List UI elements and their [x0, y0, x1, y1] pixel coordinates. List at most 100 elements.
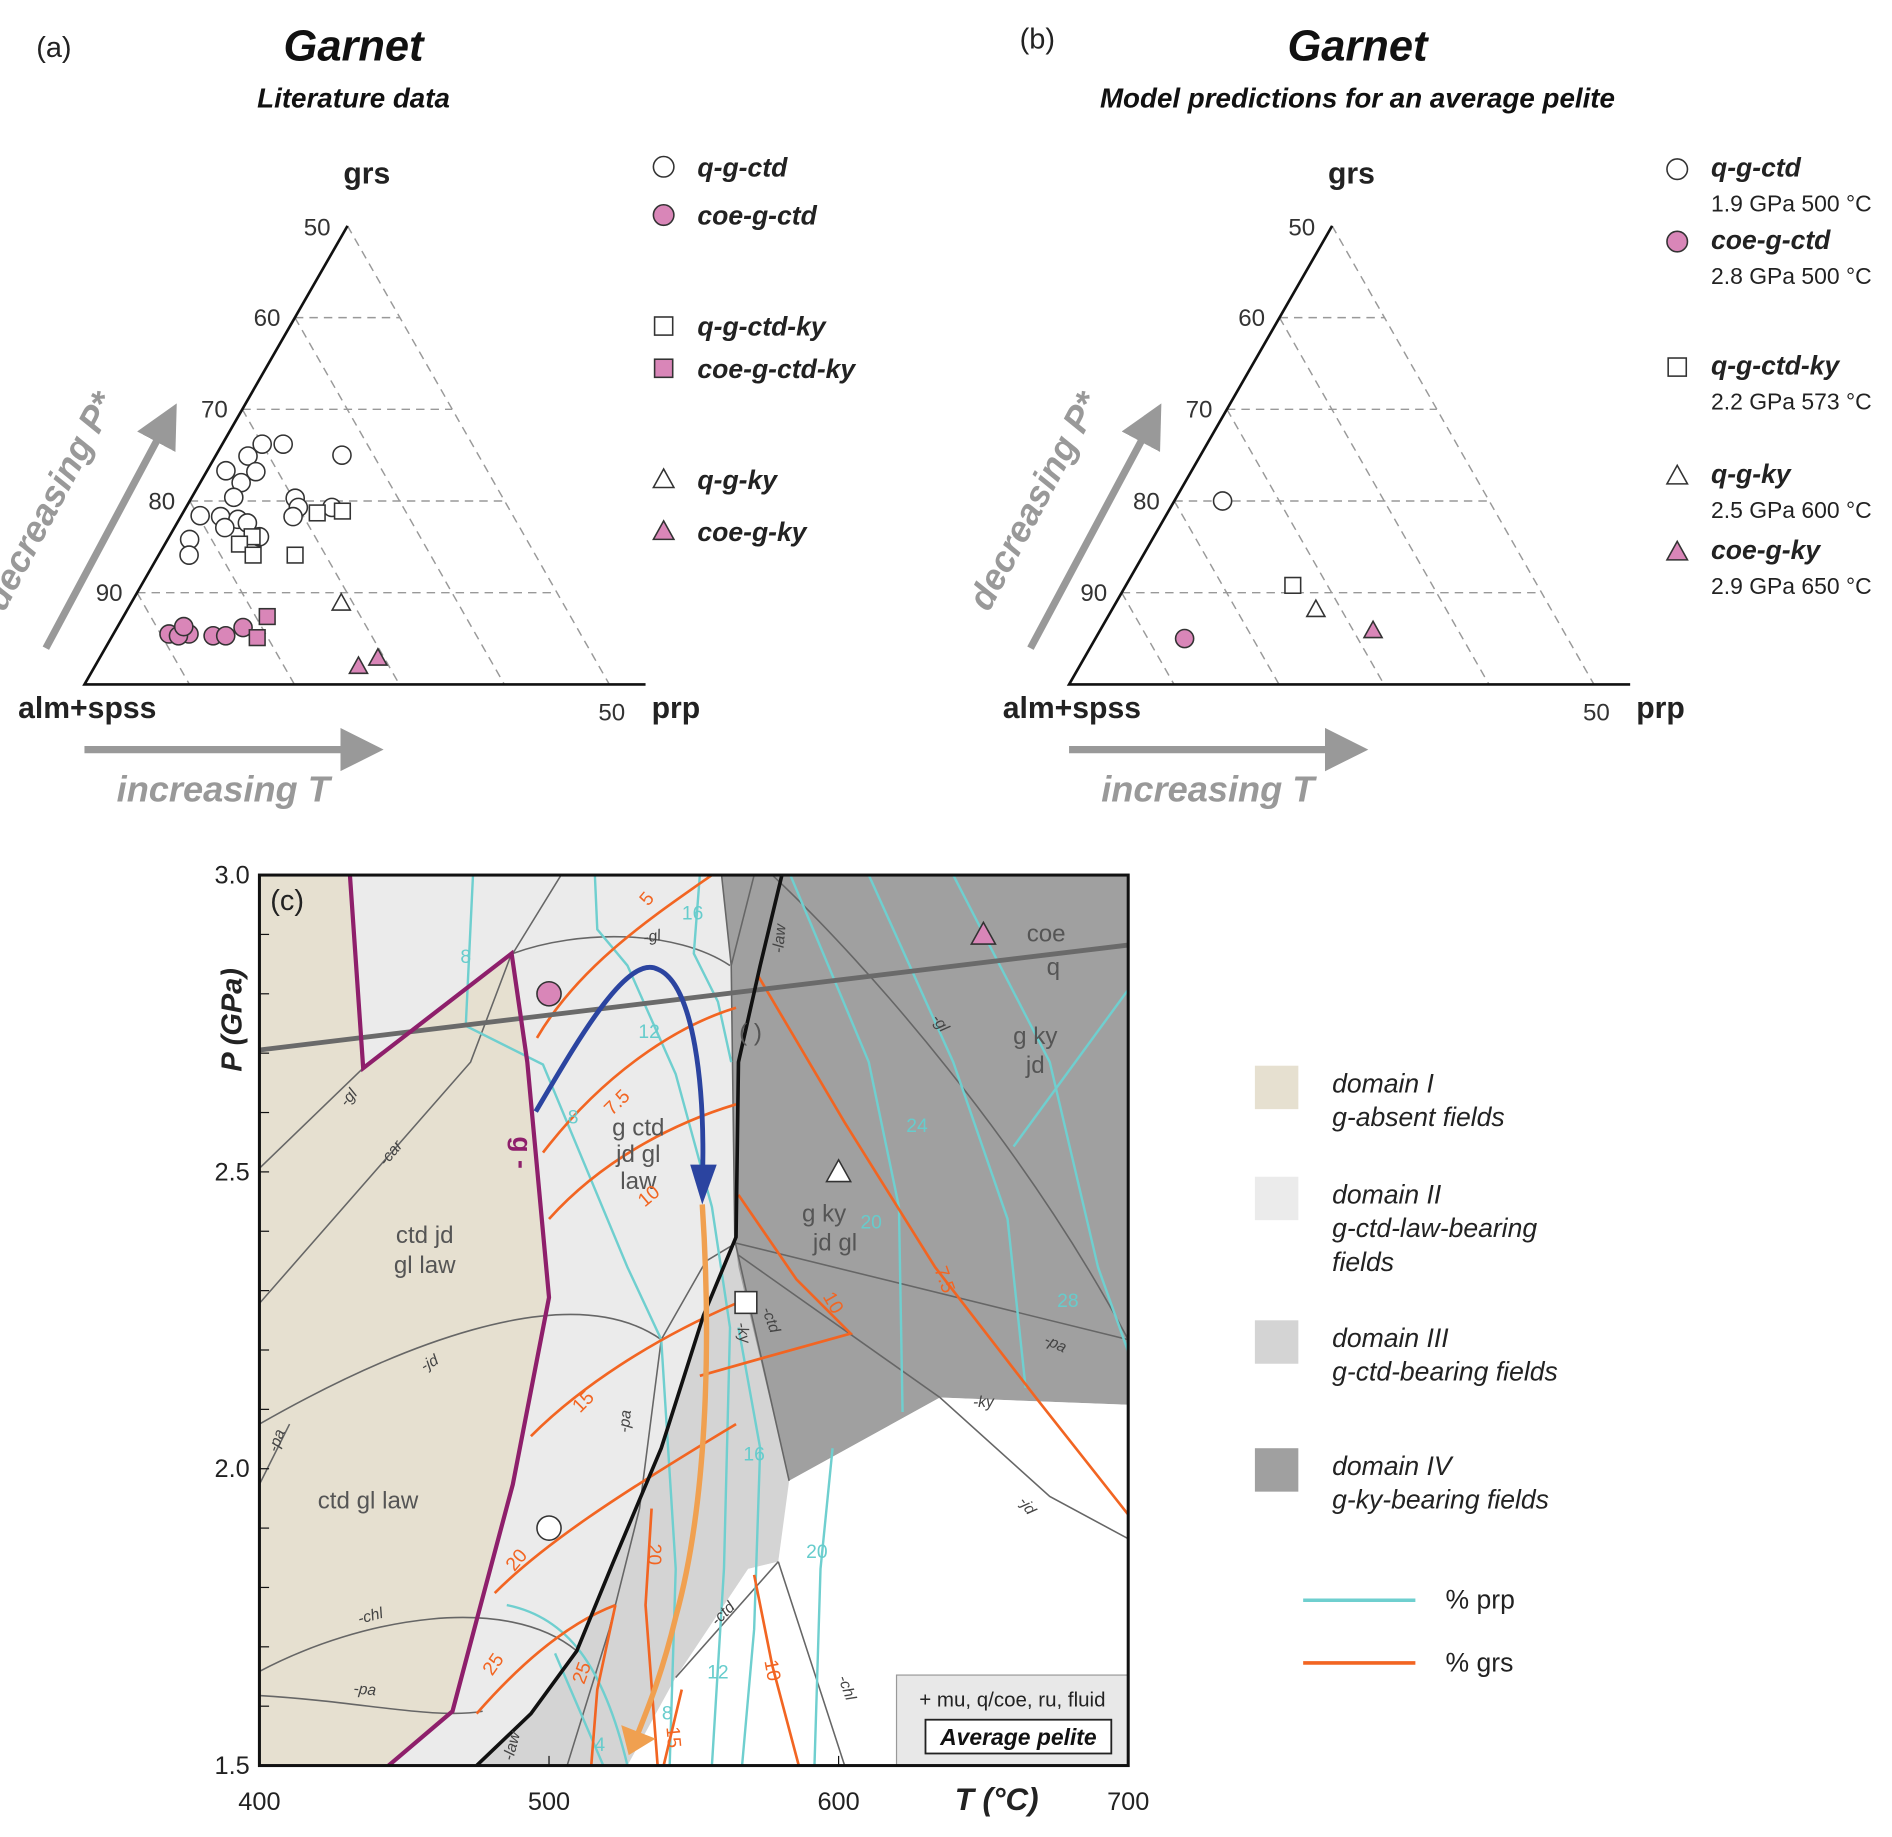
field-label: g ky — [802, 1200, 847, 1227]
grs-isopleths — [475, 875, 1129, 1766]
legend-condition: 2.2 GPa 573 °C — [1711, 388, 1872, 414]
panel-b-subtitle: Model predictions for an average pelite — [1100, 83, 1615, 114]
domain-swatch — [1254, 1176, 1299, 1221]
grs-isopleth-label: 15 — [661, 1726, 684, 1749]
apex-tick: 50 — [304, 215, 331, 242]
data-point-coe-g-ctd — [1174, 628, 1195, 649]
legend-marker-q-g-ky — [652, 467, 676, 489]
panel-c-label: (c) — [270, 885, 304, 917]
panel-b-label: (b) — [1020, 24, 1055, 56]
data-point-coe-g-ctd — [215, 625, 236, 646]
bulk-label-box — [924, 1718, 1113, 1755]
legend-label: q-g-ctd-ky — [697, 312, 826, 342]
data-point-q-g-ctd — [1212, 491, 1233, 511]
prp-isopleth-label: 28 — [1057, 1291, 1078, 1312]
data-point-coe-g-ctd — [233, 617, 253, 638]
left-tick: 90 — [96, 580, 123, 607]
panel-b-title: Garnet — [1287, 23, 1428, 71]
pt-marker-coe-g-ctd — [536, 980, 562, 1007]
plot-frame — [257, 873, 1130, 1768]
apex-label-grs: grs — [343, 158, 390, 191]
pt-markers — [536, 920, 997, 1541]
data-point-q-g-ctd — [283, 506, 303, 527]
left-tick: 90 — [1080, 580, 1107, 607]
legend-label: coe-g-ctd — [1711, 225, 1831, 255]
legend-condition: 2.9 GPa 650 °C — [1711, 573, 1872, 599]
apex-tick: 50 — [1288, 215, 1315, 242]
prp-isopleth-label: 8 — [568, 1108, 579, 1129]
panel-a-title: Garnet — [284, 23, 425, 71]
x-axis-label: T (°C) — [955, 1782, 1039, 1817]
domain-name: domain I — [1332, 1068, 1434, 1098]
y-tick-label: 2.0 — [215, 1455, 250, 1483]
grid-line — [189, 500, 296, 685]
legend-marker-coe-g-ky — [1665, 539, 1689, 561]
domain-swatch — [1254, 1448, 1299, 1492]
prp-isopleth-label: 8 — [460, 947, 471, 968]
domain-description: g-absent fields — [1332, 1102, 1505, 1132]
increasing-t-label: increasing T — [1101, 768, 1317, 809]
garnet-in-line — [347, 875, 552, 1766]
reaction-label: -law — [770, 922, 790, 954]
data-point-q-g-ky — [330, 592, 352, 611]
legend-label: coe-g-ctd — [697, 201, 817, 231]
data-point-coe-g-ctd-ky — [258, 607, 276, 626]
left-tick: 70 — [1186, 397, 1213, 424]
axes-c: 400 500 600 700 1.5 2.0 2.5 3.0 — [215, 862, 1150, 1817]
pt-marker-q-g-ctd-ky — [734, 1290, 758, 1315]
prp-isopleths — [464, 875, 1129, 1766]
panel-b: (b) Garnet Model predictions for an aver… — [960, 23, 1872, 810]
field-label: coe — [1027, 920, 1066, 947]
data-point-q-g-ctd — [179, 545, 199, 565]
pt-marker-q-g-ctd — [536, 1515, 562, 1541]
x-tick-label: 400 — [238, 1788, 280, 1816]
white-region — [627, 1397, 1129, 1766]
grid-line — [1278, 317, 1490, 685]
decreasing-p-arrow — [1027, 403, 1162, 650]
reaction-label: -chl — [356, 1605, 385, 1628]
legend-label: coe-g-ctd-ky — [697, 354, 856, 384]
garnet-in-label: g - — [507, 1136, 537, 1168]
field-label: jd — [1025, 1052, 1045, 1079]
reaction-label: -pa — [353, 1680, 377, 1699]
left-tick: 60 — [1238, 305, 1265, 332]
legend-b: q-g-ctd 1.9 GPa 500 °C coe-g-ctd 2.8 GPa 50… — [1665, 152, 1872, 599]
field-label: ctd gl law — [318, 1488, 419, 1515]
y-tick-label: 3.0 — [215, 862, 250, 890]
domain-name: domain II — [1332, 1179, 1442, 1209]
grs-isopleth-label: 20 — [643, 1544, 664, 1565]
reaction-label: -pa — [265, 1427, 289, 1454]
panel-a-label: (a) — [36, 32, 71, 64]
data-point-q-g-ctd-ky — [244, 546, 262, 564]
prp-isopleth-label: 8 — [662, 1704, 673, 1725]
grs-legend-label: % grs — [1446, 1647, 1514, 1677]
reaction-lines — [259, 875, 1129, 1766]
data-point-q-g-ctd-ky — [308, 504, 326, 522]
grid-line — [136, 592, 191, 685]
x-tick-label: 500 — [528, 1788, 570, 1816]
coesite-quartz-line — [259, 942, 1129, 1053]
left-tick: 70 — [201, 397, 228, 424]
prograde-path — [533, 964, 706, 1189]
data-point-q-g-ky — [1305, 598, 1327, 618]
domain-swatch — [1254, 1065, 1299, 1110]
increasing-t-label: increasing T — [117, 768, 333, 809]
assemblage-note: + mu, q/coe, ru, fluid — [919, 1688, 1105, 1711]
legend-marker-coe-g-ctd — [652, 203, 675, 227]
reaction-label: -ky — [973, 1394, 995, 1411]
left-tick: 80 — [1133, 488, 1160, 515]
legend-a: q-g-ctd coe-g-ctd q-g-ctd-ky coe-g-ctd-ky q-… — [652, 152, 856, 547]
vertex-label-prp: prp — [652, 692, 701, 725]
right-tick: 50 — [598, 700, 625, 727]
field-label: ctd jd — [396, 1222, 454, 1249]
legend-condition: 2.8 GPa 500 °C — [1711, 263, 1872, 289]
data-point-q-g-ctd — [223, 487, 244, 508]
apex-label-grs: grs — [1328, 158, 1375, 191]
domain-swatch — [1254, 1320, 1299, 1364]
panel-a-subtitle: Literature data — [257, 83, 450, 114]
pt-marker-coe-g-ky — [970, 920, 997, 945]
domain-description: g-ky-bearing fields — [1332, 1485, 1549, 1515]
left-tick: 80 — [148, 488, 175, 515]
legend-condition: 1.9 GPa 500 °C — [1711, 190, 1872, 216]
